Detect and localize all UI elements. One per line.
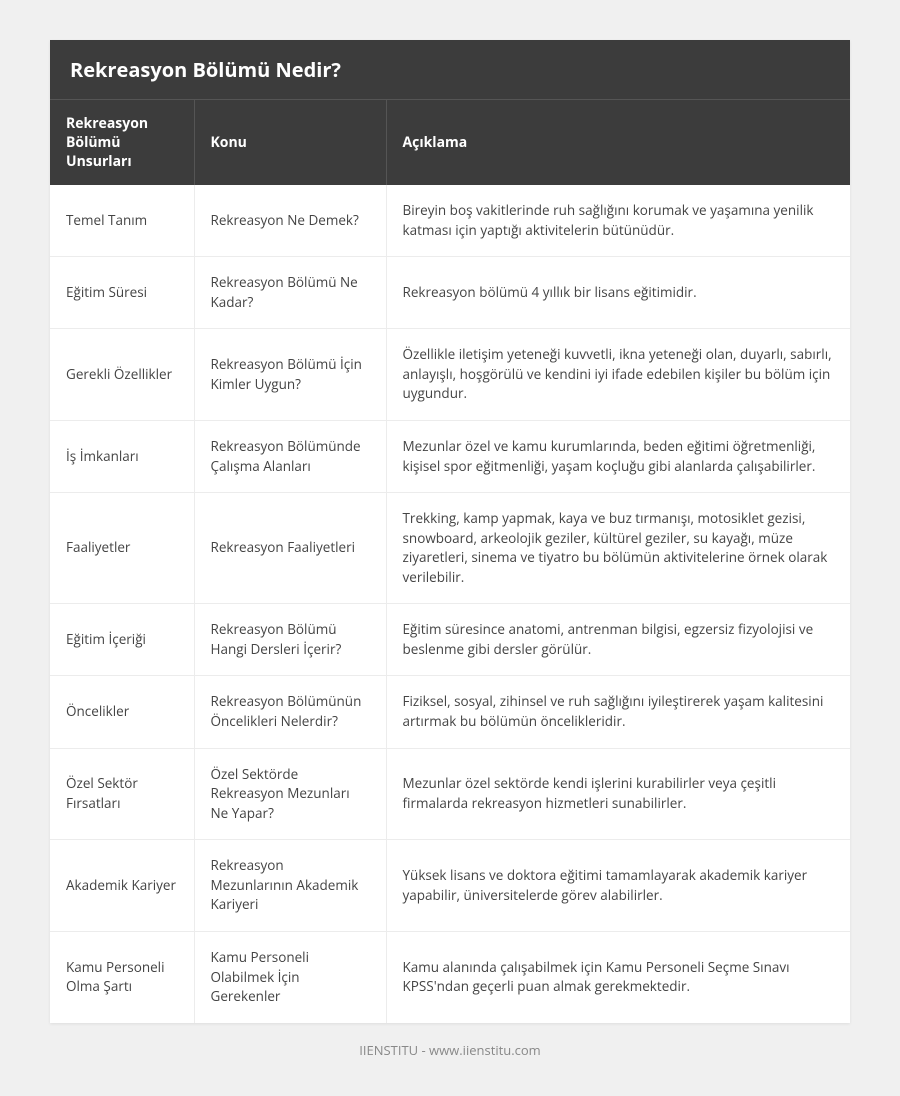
table-cell: Eğitim İçeriği bbox=[50, 604, 194, 676]
table-header: Rekreasyon Bölümü Unsurları Konu Açıklam… bbox=[50, 100, 850, 186]
page-title: Rekreasyon Bölümü Nedir? bbox=[50, 40, 850, 99]
table-row: Gerekli ÖzelliklerRekreasyon Bölümü İçin… bbox=[50, 329, 850, 421]
table-row: Kamu Personeli Olma ŞartıKamu Personeli … bbox=[50, 931, 850, 1022]
col-header-elements: Rekreasyon Bölümü Unsurları bbox=[50, 100, 194, 186]
table-row: Akademik KariyerRekreasyon Mezunlarının … bbox=[50, 840, 850, 932]
table-cell: Rekreasyon Bölümü İçin Kimler Uygun? bbox=[194, 329, 386, 421]
table-cell: Kamu alanında çalışabilmek için Kamu Per… bbox=[386, 931, 850, 1022]
table-cell: Özel Sektör Fırsatları bbox=[50, 748, 194, 840]
table-row: FaaliyetlerRekreasyon FaaliyetleriTrekki… bbox=[50, 493, 850, 604]
table-cell: Mezunlar özel ve kamu kurumlarında, bede… bbox=[386, 420, 850, 492]
table-cell: Rekreasyon bölümü 4 yıllık bir lisans eğ… bbox=[386, 257, 850, 329]
table-cell: Trekking, kamp yapmak, kaya ve buz tırma… bbox=[386, 493, 850, 604]
table-row: ÖnceliklerRekreasyon Bölümünün Öncelikle… bbox=[50, 676, 850, 748]
table-cell: Rekreasyon Faaliyetleri bbox=[194, 493, 386, 604]
table-row: Eğitim İçeriğiRekreasyon Bölümü Hangi De… bbox=[50, 604, 850, 676]
table-row: Temel TanımRekreasyon Ne Demek?Bireyin b… bbox=[50, 185, 850, 257]
table-cell: Eğitim süresince anatomi, antrenman bilg… bbox=[386, 604, 850, 676]
table-cell: Rekreasyon Bölümü Ne Kadar? bbox=[194, 257, 386, 329]
table-cell: Yüksek lisans ve doktora eğitimi tamamla… bbox=[386, 840, 850, 932]
table-cell: Mezunlar özel sektörde kendi işlerini ku… bbox=[386, 748, 850, 840]
col-header-topic: Konu bbox=[194, 100, 386, 186]
table-cell: İş İmkanları bbox=[50, 420, 194, 492]
table-cell: Gerekli Özellikler bbox=[50, 329, 194, 421]
table-cell: Rekreasyon Bölümü Hangi Dersleri İçerir? bbox=[194, 604, 386, 676]
table-cell: Fiziksel, sosyal, zihinsel ve ruh sağlığ… bbox=[386, 676, 850, 748]
table-row: Özel Sektör FırsatlarıÖzel Sektörde Rekr… bbox=[50, 748, 850, 840]
table-body: Temel TanımRekreasyon Ne Demek?Bireyin b… bbox=[50, 185, 850, 1023]
table-row: Eğitim SüresiRekreasyon Bölümü Ne Kadar?… bbox=[50, 257, 850, 329]
table-cell: Bireyin boş vakitlerinde ruh sağlığını k… bbox=[386, 185, 850, 257]
table-cell: Eğitim Süresi bbox=[50, 257, 194, 329]
table-cell: Rekreasyon Ne Demek? bbox=[194, 185, 386, 257]
table-cell: Kamu Personeli Olma Şartı bbox=[50, 931, 194, 1022]
table-cell: Özel Sektörde Rekreasyon Mezunları Ne Ya… bbox=[194, 748, 386, 840]
col-header-desc: Açıklama bbox=[386, 100, 850, 186]
table-cell: Rekreasyon Bölümünde Çalışma Alanları bbox=[194, 420, 386, 492]
table-cell: Rekreasyon Bölümünün Öncelikleri Nelerdi… bbox=[194, 676, 386, 748]
table-cell: Kamu Personeli Olabilmek İçin Gerekenler bbox=[194, 931, 386, 1022]
table-cell: Akademik Kariyer bbox=[50, 840, 194, 932]
table-cell: Öncelikler bbox=[50, 676, 194, 748]
table-cell: Faaliyetler bbox=[50, 493, 194, 604]
table-row: İş İmkanlarıRekreasyon Bölümünde Çalışma… bbox=[50, 420, 850, 492]
footer-credit: IIENSTITU - www.iienstitu.com bbox=[50, 1023, 850, 1059]
table-cell: Temel Tanım bbox=[50, 185, 194, 257]
table-cell: Rekreasyon Mezunlarının Akademik Kariyer… bbox=[194, 840, 386, 932]
table-cell: Özellikle iletişim yeteneği kuvvetli, ik… bbox=[386, 329, 850, 421]
content-card: Rekreasyon Bölümü Nedir? Rekreasyon Bölü… bbox=[50, 40, 850, 1023]
info-table: Rekreasyon Bölümü Unsurları Konu Açıklam… bbox=[50, 99, 850, 1023]
